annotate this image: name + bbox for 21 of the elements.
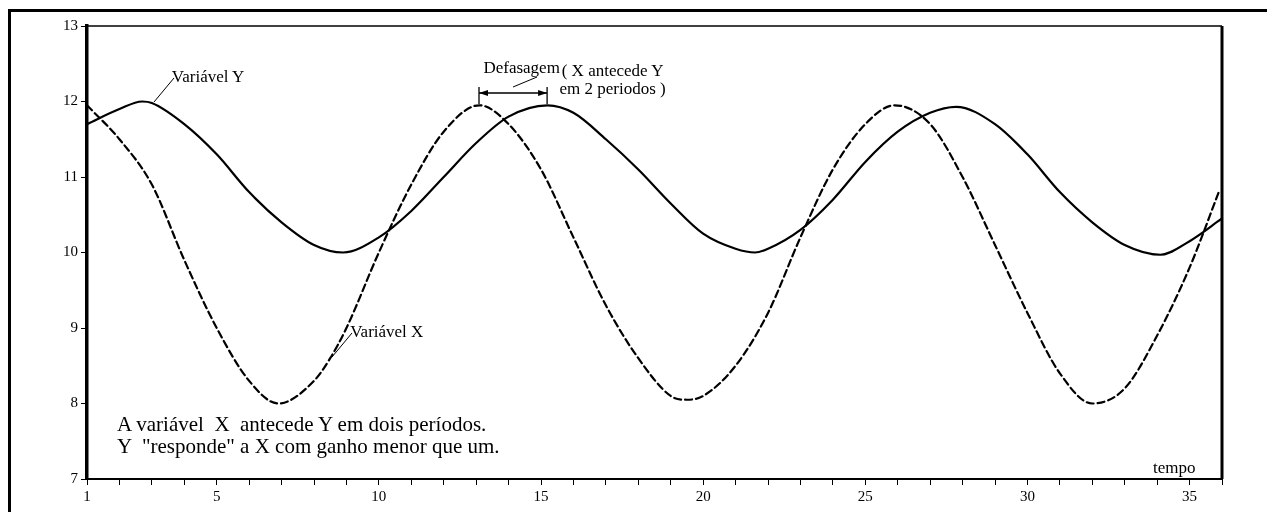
y-tick-label: 9 (70, 318, 78, 335)
annotation: Variável X (350, 322, 424, 342)
x-tick-label: 15 (533, 487, 549, 504)
x-tick-label: 30 (1019, 487, 1035, 504)
annotation: ( X antecede Y em 2 periodos ) (559, 61, 666, 99)
x-tick-label: 20 (695, 487, 711, 504)
x-tick-label: 25 (857, 487, 873, 504)
y-tick-label: 13 (63, 16, 78, 33)
y-tick-label: 11 (63, 167, 78, 184)
y-tick-label: 12 (63, 92, 78, 109)
annotation: Defasagem (483, 58, 560, 78)
annotation: Variável Y (171, 67, 245, 86)
x-axis-title: tempo (1153, 458, 1196, 477)
x-tick-label: 1 (83, 487, 91, 504)
y-tick-label: 7 (70, 469, 79, 486)
x-tick-label: 10 (371, 487, 387, 504)
y-tick-label: 8 (70, 394, 78, 411)
x-tick-label: 5 (212, 487, 221, 504)
annotation: A variável X antecede Y em dois períodos. Y "responde" a X com ganho menor que um. (117, 412, 500, 459)
x-tick-label: 35 (1182, 487, 1198, 504)
y-tick-label: 10 (63, 243, 78, 260)
